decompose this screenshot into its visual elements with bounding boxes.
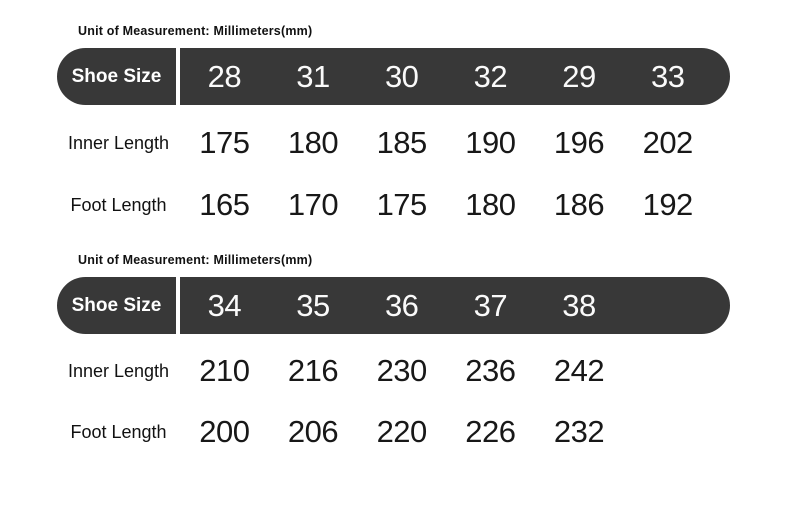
foot-length-value: 165: [199, 187, 250, 222]
shoe-size-value: 36: [384, 287, 419, 323]
unit-of-measurement-label: Unit of Measurement: Millimeters(mm): [78, 24, 313, 38]
inner-length-value: 180: [287, 125, 339, 160]
foot-length-value: 226: [465, 414, 516, 449]
inner-length-value: 210: [199, 353, 250, 388]
shoe-size-value: 34: [207, 287, 242, 323]
inner-length-row: Inner Length 175 180 185 190 196 202: [57, 125, 730, 161]
shoe-size-value: 30: [384, 58, 419, 94]
inner-length-value: 236: [465, 353, 516, 388]
foot-length-value: 220: [376, 414, 428, 449]
inner-length-label: Inner Length: [67, 132, 170, 153]
inner-length-value: 202: [642, 125, 694, 160]
foot-length-value: 206: [287, 414, 339, 449]
shoe-size-value: 29: [562, 58, 596, 94]
foot-length-row: Foot Length 165 170 175 180 186 192: [57, 187, 730, 223]
foot-length-value: 180: [465, 187, 516, 222]
shoe-size-value: 28: [207, 58, 242, 94]
inner-length-value: 242: [553, 353, 605, 388]
shoe-size-values: 28 31 30 32 29 33: [180, 48, 730, 105]
foot-length-label: Foot Length: [70, 421, 167, 442]
inner-length-value: 190: [465, 125, 516, 160]
inner-length-values: 210 216 230 236 242: [180, 353, 730, 389]
inner-length-label: Inner Length: [67, 360, 170, 381]
foot-length-value: 192: [642, 187, 694, 222]
inner-length-value: 216: [287, 353, 339, 388]
shoe-size-values: 34 35 36 37 38: [180, 277, 730, 334]
shoe-size-label: Shoe Size: [71, 294, 162, 316]
header-divider: [176, 48, 180, 105]
header-divider: [176, 277, 180, 334]
shoe-size-value: 32: [473, 58, 508, 94]
inner-length-value: 185: [376, 125, 428, 160]
foot-length-label: Foot Length: [70, 194, 167, 215]
foot-length-values: 200 206 220 226 232: [180, 414, 730, 450]
shoe-size-value: 38: [562, 287, 596, 323]
inner-length-row: Inner Length 210 216 230 236 242: [57, 353, 730, 389]
unit-of-measurement-label: Unit of Measurement: Millimeters(mm): [78, 253, 313, 267]
foot-length-value: 232: [553, 414, 605, 449]
inner-length-value: 196: [553, 125, 605, 160]
inner-length-value: 230: [376, 353, 428, 388]
foot-length-value: 200: [199, 414, 250, 449]
shoe-size-header-row: Shoe Size 28 31 30 32 29 33: [57, 48, 730, 105]
foot-length-value: 186: [553, 187, 605, 222]
shoe-size-value: 37: [473, 287, 508, 323]
shoe-size-header-row: Shoe Size 34 35 36 37 38: [57, 277, 730, 334]
inner-length-values: 175 180 185 190 196 202: [180, 125, 730, 161]
foot-length-row: Foot Length 200 206 220 226 232: [57, 414, 730, 450]
shoe-size-value: 31: [296, 58, 330, 94]
foot-length-value: 170: [287, 187, 339, 222]
inner-length-value: 175: [199, 125, 250, 160]
shoe-size-value: 35: [296, 287, 330, 323]
foot-length-values: 165 170 175 180 186 192: [180, 187, 730, 223]
shoe-size-label: Shoe Size: [71, 65, 162, 87]
shoe-size-value: 33: [650, 58, 685, 94]
foot-length-value: 175: [376, 187, 428, 222]
